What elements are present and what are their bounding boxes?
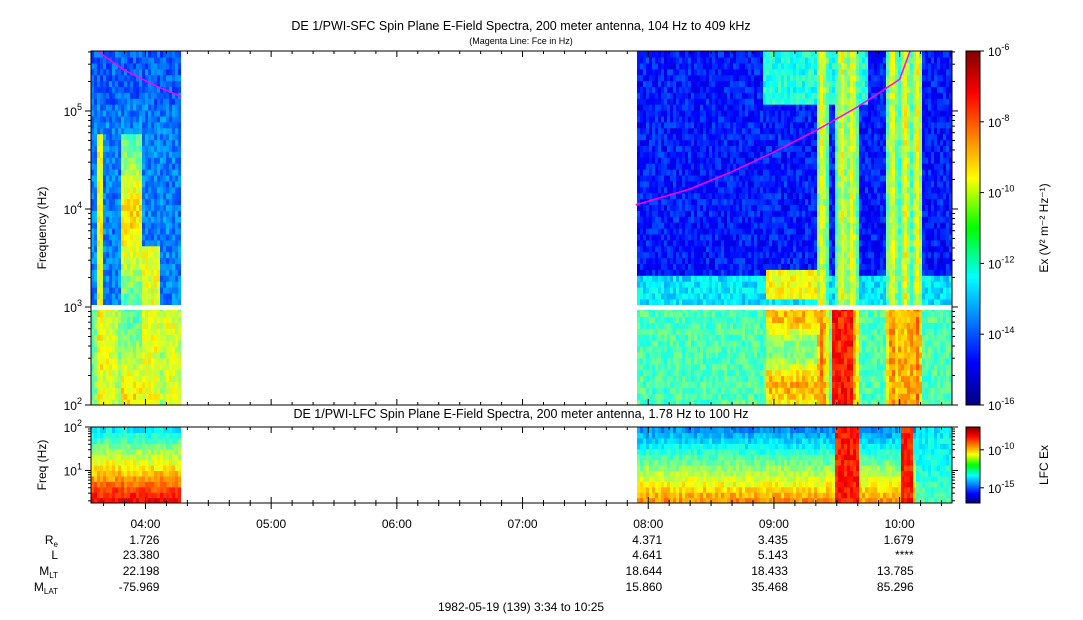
lfc-plot-frame bbox=[90, 426, 953, 504]
fce-line-segment-2 bbox=[635, 51, 911, 206]
time-tick-label: 08:00 bbox=[633, 517, 663, 531]
sfc-subtitle: (Magenta Line: Fce in Hz) bbox=[469, 36, 573, 46]
lfc-colorbar-scale bbox=[965, 426, 981, 504]
sfc-colorbar-label: Ex (V² m⁻² Hz⁻¹) bbox=[1037, 183, 1051, 272]
sfc-colorbar-scale bbox=[965, 50, 981, 406]
time-tick-label: 09:00 bbox=[759, 517, 789, 531]
lfc-colorbar-tick-label: 10-10 bbox=[988, 441, 1014, 458]
lfc-title: DE 1/PWI-LFC Spin Plane E-Field Spectra,… bbox=[293, 407, 748, 421]
lfc-y-tick-label: 101 bbox=[64, 461, 82, 478]
sfc-heatmap bbox=[91, 51, 952, 405]
ephemeris-value: 5.143 bbox=[758, 548, 788, 562]
ephemeris-value: 35.468 bbox=[751, 580, 788, 594]
sfc-y-tick-label: 103 bbox=[64, 298, 82, 315]
ephemeris-row-label: MLAT bbox=[34, 580, 58, 596]
ephemeris-value: 15.860 bbox=[626, 580, 663, 594]
sfc-y-tick-label: 102 bbox=[64, 396, 82, 413]
time-tick-label: 04:00 bbox=[130, 517, 160, 531]
sfc-title: DE 1/PWI-SFC Spin Plane E-Field Spectra,… bbox=[291, 19, 750, 33]
sfc-y-tick-label: 104 bbox=[64, 200, 82, 217]
sfc-colorbar-tick-label: 10-6 bbox=[988, 42, 1009, 59]
ephemeris-value: 13.785 bbox=[877, 564, 914, 578]
sfc-colorbar-tick-label: 10-16 bbox=[988, 396, 1014, 413]
lfc-heatmap bbox=[91, 427, 952, 503]
lfc-data-gap bbox=[181, 427, 636, 503]
ephemeris-value: 1.679 bbox=[884, 533, 914, 547]
ephemeris-table: Re 1.726 4.371 3.435 1.679 L 23.380 4.641 5.143 *… bbox=[34, 533, 914, 596]
ephemeris-value: 18.644 bbox=[626, 564, 663, 578]
ephemeris-value: 85.296 bbox=[877, 580, 914, 594]
ephemeris-value: 18.433 bbox=[751, 564, 788, 578]
sfc-colorbar-tick-label: 10-14 bbox=[988, 325, 1014, 342]
sfc-colorbar-tick-label: 10-8 bbox=[988, 113, 1009, 130]
time-tick-label: 06:00 bbox=[382, 517, 412, 531]
ephemeris-value: **** bbox=[895, 548, 914, 562]
sfc-y-tick-label: 105 bbox=[64, 102, 82, 119]
time-tick-label: 10:00 bbox=[885, 517, 915, 531]
ephemeris-value: 3.435 bbox=[758, 533, 788, 547]
sfc-panel: DE 1/PWI-SFC Spin Plane E-Field Spectra,… bbox=[35, 19, 1051, 413]
sfc-y-label: Frequency (Hz) bbox=[35, 187, 49, 270]
time-tick-label: 07:00 bbox=[508, 517, 538, 531]
ephemeris-value: 22.198 bbox=[123, 564, 160, 578]
sfc-data-gap bbox=[181, 51, 636, 405]
ephemeris-value: -75.969 bbox=[119, 580, 160, 594]
lfc-colorbar-tick-label: 10-15 bbox=[988, 479, 1014, 496]
ephemeris-value: 4.641 bbox=[632, 548, 662, 562]
sfc-plot-frame bbox=[90, 50, 953, 406]
lfc-y-axis: 101 102 bbox=[64, 418, 958, 502]
lfc-y-label: Freq (Hz) bbox=[35, 440, 49, 491]
sfc-colorbar-tick-label: 10-12 bbox=[988, 254, 1014, 271]
lfc-colorbar-label: LFC Ex bbox=[1037, 445, 1051, 485]
ephemeris-row-label: Re bbox=[45, 533, 59, 549]
time-range-footer: 1982-05-19 (139) 3:34 to 10:25 bbox=[438, 600, 604, 614]
sfc-colorbar-tick-label: 10-10 bbox=[988, 184, 1014, 201]
lfc-colorbar: 10-15 10-10 bbox=[965, 426, 1014, 504]
ephemeris-row-label: L bbox=[51, 548, 58, 562]
ephemeris-value: 1.726 bbox=[129, 533, 159, 547]
sfc-colorbar: 10-16 10-14 10-12 10-10 10-8 10-6 bbox=[965, 42, 1014, 413]
ephemeris-value: 23.380 bbox=[123, 548, 160, 562]
lfc-panel: DE 1/PWI-LFC Spin Plane E-Field Spectra,… bbox=[35, 407, 1051, 504]
lfc-y-tick-label: 102 bbox=[64, 418, 82, 435]
fce-line bbox=[96, 51, 911, 206]
ephemeris-value: 4.371 bbox=[632, 533, 662, 547]
sfc-y-axis: 102 103 104 105 bbox=[64, 51, 958, 413]
ephemeris-row-label: MLT bbox=[39, 564, 58, 580]
fce-line-segment-1 bbox=[96, 51, 182, 98]
time-tick-label: 05:00 bbox=[256, 517, 286, 531]
time-axis: 04:00 05:00 06:00 07:00 08:00 09:00 10:00 bbox=[103, 51, 943, 531]
